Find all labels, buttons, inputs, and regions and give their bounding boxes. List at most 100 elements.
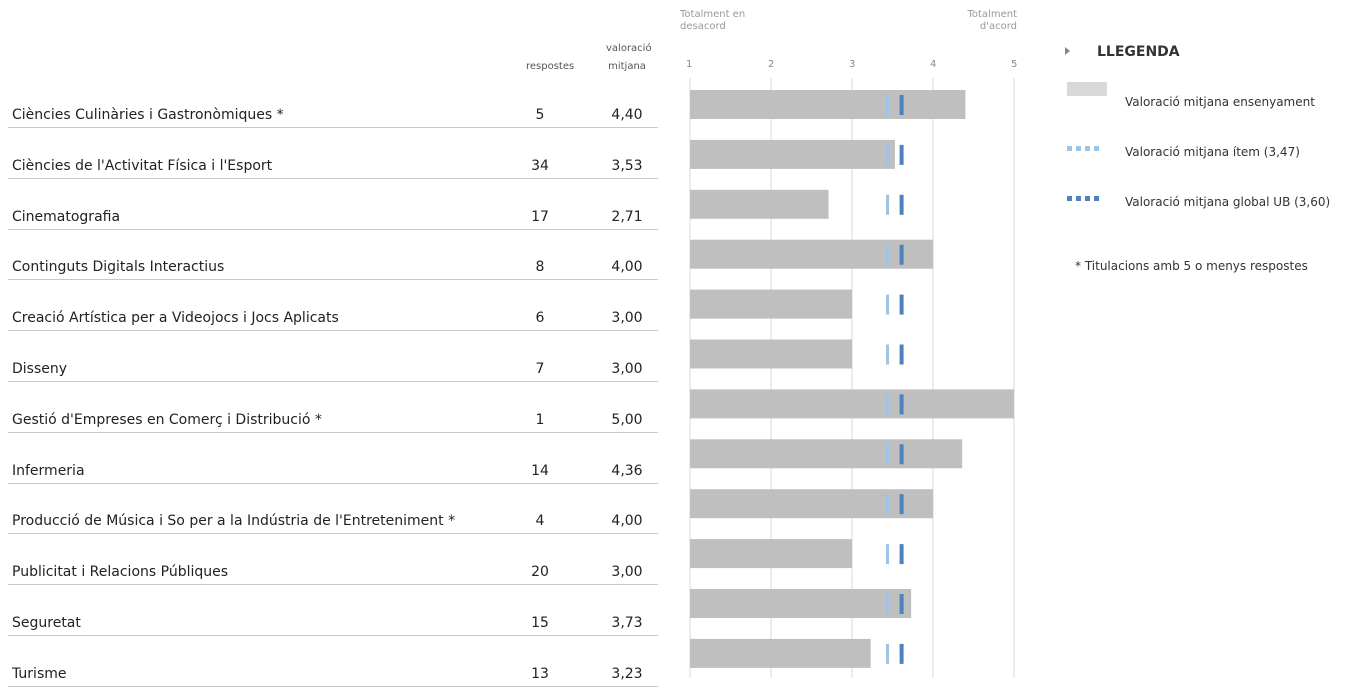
axis-right-end-label: Totalment d'acord <box>940 9 1017 33</box>
global-average-marker <box>899 544 904 565</box>
respostes-header: respostes <box>526 61 575 72</box>
bar <box>690 139 895 169</box>
row-valoracio: 4,40 <box>611 107 643 123</box>
global-average-marker <box>899 394 904 415</box>
row-respostes: 20 <box>531 564 549 581</box>
row-label: Ciències de l'Activitat Física i l'Espor… <box>12 157 273 174</box>
row-label: Gestió d'Empreses en Comerç i Distribuci… <box>12 411 322 428</box>
global-average-marker <box>899 594 904 614</box>
row-respostes: 17 <box>531 208 549 225</box>
row-label: Cinematografia <box>12 208 121 225</box>
row-valoracio: 2,71 <box>611 208 643 225</box>
row-label: Disseny <box>12 361 68 377</box>
x-tick-label: 1 <box>686 59 692 70</box>
row-valoracio: 3,00 <box>611 361 643 377</box>
row-label: Publicitat i Relacions Públiques <box>12 564 229 581</box>
item-average-marker <box>886 244 890 265</box>
row-separator <box>8 482 658 484</box>
x-tick-label: 2 <box>768 59 774 70</box>
legend-swatch-item <box>1067 136 1109 151</box>
row-label: Continguts Digitals Interactius <box>12 259 225 276</box>
bar <box>690 389 1014 419</box>
row-separator <box>8 279 658 281</box>
legend-label-item: Valoració mitjana ítem (3,47) <box>1125 145 1300 159</box>
row-separator <box>8 228 658 230</box>
row-separator <box>8 533 658 535</box>
item-average-marker <box>886 95 890 115</box>
x-tick-label: 5 <box>1011 59 1017 70</box>
footnote: * Titulacions amb 5 o menys respostes <box>1075 259 1308 273</box>
bar <box>690 239 933 269</box>
bar <box>690 589 912 618</box>
legend-label-ensenyament: Valoració mitjana ensenyament <box>1125 95 1315 109</box>
item-average-marker <box>886 643 890 664</box>
row-valoracio: 3,00 <box>611 564 643 581</box>
item-average-marker <box>886 194 890 215</box>
global-average-marker <box>899 244 904 265</box>
legend-label-global: Valoració mitjana global UB (3,60) <box>1125 195 1331 209</box>
global-average-marker <box>899 95 904 115</box>
row-valoracio: 5,00 <box>611 411 643 428</box>
item-average-marker <box>886 144 890 165</box>
valoracio-header-line2: mitjana <box>608 61 646 72</box>
row-respostes: 8 <box>535 259 545 276</box>
row-valoracio: 3,00 <box>611 310 643 327</box>
row-respostes: 1 <box>535 411 545 428</box>
row-label: Turisme <box>12 665 67 682</box>
bar <box>690 539 852 569</box>
axis-right-line1: Totalment <box>967 9 1017 20</box>
axis-left-line1: Totalment en <box>680 9 746 20</box>
row-separator <box>8 431 658 433</box>
global-average-marker <box>899 344 904 365</box>
row-respostes: 14 <box>531 462 549 479</box>
row-label: Seguretat <box>12 615 81 631</box>
bar <box>690 638 871 668</box>
bar <box>690 489 933 519</box>
legend-swatch-global <box>1067 186 1109 201</box>
row-respostes: 34 <box>531 157 549 174</box>
row-label: Ciències Culinàries i Gastronòmiques * <box>12 107 284 123</box>
item-average-marker <box>886 394 890 415</box>
bar <box>690 189 829 219</box>
legend-collapse-icon[interactable] <box>1065 47 1070 55</box>
axis-left-end-label: Totalment en desacord <box>680 9 745 33</box>
axis-left-line2: desacord <box>680 21 726 32</box>
row-valoracio: 4,00 <box>611 513 643 530</box>
row-label: Producció de Música i So per a la Indúst… <box>12 513 456 530</box>
global-average-marker <box>899 194 904 215</box>
bar <box>690 339 852 369</box>
row-valoracio: 4,00 <box>611 259 643 276</box>
valoracio-header: valoració mitjana <box>606 43 652 73</box>
row-valoracio: 4,36 <box>611 462 643 479</box>
row-valoracio: 3,73 <box>611 615 643 631</box>
bar <box>690 90 966 119</box>
row-respostes: 5 <box>535 107 545 123</box>
row-valoracio: 3,53 <box>611 157 643 174</box>
row-valoracio: 3,23 <box>611 665 643 682</box>
item-average-marker <box>886 294 890 315</box>
valoracio-header-line1: valoració <box>606 43 652 54</box>
row-respostes: 13 <box>531 665 549 682</box>
legend-title: LLEGENDA <box>1097 44 1180 60</box>
row-separator <box>8 177 658 179</box>
global-average-marker <box>899 144 904 165</box>
row-separator <box>8 330 658 332</box>
row-label: Infermeria <box>12 462 85 479</box>
row-respostes: 15 <box>531 615 549 631</box>
legend-swatch-ensenyament <box>1067 82 1107 96</box>
x-tick-label: 3 <box>849 59 855 70</box>
row-respostes: 4 <box>535 513 545 530</box>
bar <box>690 289 852 319</box>
item-average-marker <box>886 544 890 565</box>
row-label: Creació Artística per a Videojocs i Jocs… <box>12 310 339 327</box>
item-average-marker <box>886 444 890 465</box>
bar <box>690 439 963 469</box>
item-average-marker <box>886 594 890 614</box>
row-separator <box>8 381 658 382</box>
row-separator <box>8 584 658 586</box>
global-average-marker <box>899 294 904 315</box>
row-separator <box>8 635 658 636</box>
row-separator <box>8 127 658 128</box>
x-tick-label: 4 <box>930 59 936 70</box>
